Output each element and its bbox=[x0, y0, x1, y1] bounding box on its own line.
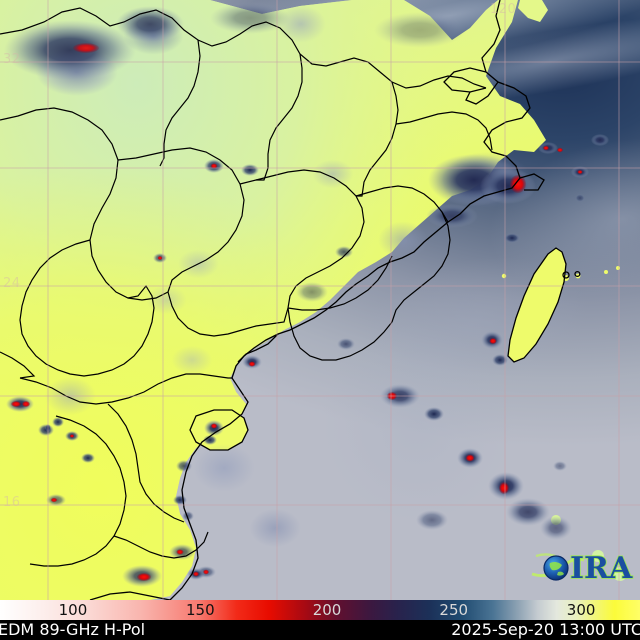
convective-cell bbox=[380, 384, 420, 408]
convective-cell bbox=[173, 495, 187, 505]
convective-cell-core bbox=[137, 573, 151, 581]
convective-cell bbox=[203, 435, 217, 445]
convective-cell bbox=[553, 461, 567, 471]
satellite-map[interactable]: 32 24 16 120 IRA bbox=[0, 0, 640, 600]
convective-cell bbox=[210, 2, 290, 34]
convective-cell bbox=[591, 134, 609, 146]
convective-cell-core bbox=[543, 145, 549, 151]
colorbar-container[interactable]: 100 150 200 250 300 bbox=[0, 600, 640, 620]
convective-cell bbox=[52, 417, 64, 427]
convective-cell-layer bbox=[4, 2, 609, 587]
product-label: EDM 89-GHz H-Pol bbox=[0, 620, 146, 639]
convective-cell bbox=[81, 453, 95, 463]
convective-cell bbox=[45, 424, 51, 432]
convective-cell bbox=[337, 338, 355, 350]
convective-cell-core bbox=[69, 434, 75, 438]
convective-cell-core bbox=[489, 338, 497, 344]
colorbar-gradient bbox=[0, 600, 640, 620]
convective-cell-core bbox=[50, 497, 58, 503]
convective-cell-core bbox=[210, 163, 218, 169]
convective-cell bbox=[182, 511, 194, 521]
convective-cell bbox=[296, 282, 328, 302]
logo-text: IRA bbox=[570, 551, 633, 586]
colorbar-tick-250: 250 bbox=[439, 601, 469, 619]
convective-cell-core bbox=[577, 170, 583, 174]
graticule-label: 120 bbox=[490, 2, 517, 17]
convective-cell-core bbox=[465, 454, 475, 462]
convective-cell-core bbox=[22, 401, 30, 407]
convective-cell bbox=[504, 233, 520, 243]
convective-cell-core bbox=[193, 571, 199, 577]
colorbar-tick-100: 100 bbox=[58, 601, 88, 619]
convective-cell bbox=[176, 460, 192, 472]
convective-cell-core bbox=[11, 401, 21, 407]
convective-cell-core bbox=[499, 482, 509, 494]
convective-cell bbox=[424, 407, 444, 421]
convective-cell-core bbox=[210, 423, 218, 429]
convective-cell-core bbox=[176, 549, 184, 555]
convective-cell-core bbox=[73, 43, 99, 53]
graticule-label: 24 bbox=[3, 276, 21, 291]
convective-cell bbox=[426, 204, 478, 228]
convective-cell bbox=[492, 354, 508, 366]
convective-cell-core bbox=[557, 147, 563, 153]
convective-cell bbox=[241, 164, 259, 176]
convective-cell bbox=[480, 168, 536, 204]
graticule-label: 16 bbox=[3, 495, 21, 510]
convective-cell bbox=[4, 20, 136, 80]
colorbar-tick-300: 300 bbox=[566, 601, 596, 619]
convective-cell-core bbox=[248, 361, 256, 367]
convective-cell-core bbox=[510, 175, 526, 193]
convective-cell bbox=[335, 246, 353, 258]
graticule-label: 32 bbox=[3, 52, 21, 67]
convective-cell bbox=[374, 12, 466, 48]
colorbar-tick-200: 200 bbox=[312, 601, 342, 619]
colorbar-tick-150: 150 bbox=[185, 601, 215, 619]
logo-globe-landmass bbox=[557, 571, 564, 576]
footer-bar: EDM 89-GHz H-Pol 2025-Sep-20 13:00 UTC bbox=[0, 620, 640, 640]
convective-cell bbox=[416, 510, 448, 530]
convective-cell-core bbox=[387, 392, 397, 400]
convective-cell-core bbox=[157, 256, 163, 260]
cira-logo: IRA bbox=[531, 550, 634, 587]
timestamp-label: 2025-Sep-20 13:00 UTC bbox=[451, 620, 640, 639]
convective-cell bbox=[540, 516, 572, 540]
convective-cell bbox=[575, 194, 585, 202]
convective-cell bbox=[116, 6, 184, 42]
logo-globe-landmass bbox=[549, 561, 562, 571]
